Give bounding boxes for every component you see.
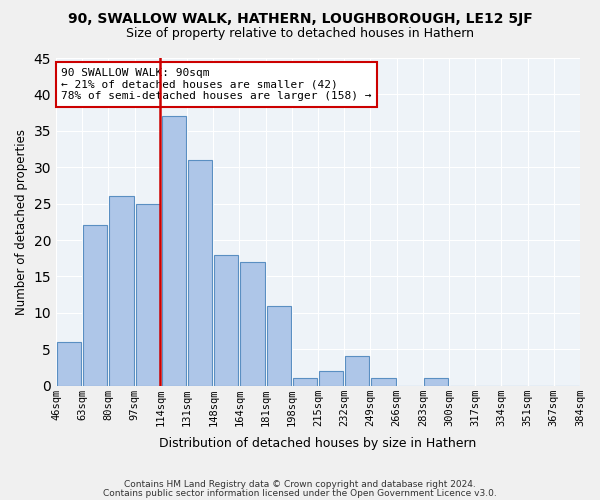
Text: Contains HM Land Registry data © Crown copyright and database right 2024.: Contains HM Land Registry data © Crown c… xyxy=(124,480,476,489)
Bar xyxy=(241,262,265,386)
Text: Contains public sector information licensed under the Open Government Licence v3: Contains public sector information licen… xyxy=(103,488,497,498)
Bar xyxy=(371,378,395,386)
Bar xyxy=(109,196,134,386)
Bar xyxy=(345,356,370,386)
Bar xyxy=(83,226,107,386)
Bar xyxy=(319,371,343,386)
Text: 90 SWALLOW WALK: 90sqm
← 21% of detached houses are smaller (42)
78% of semi-det: 90 SWALLOW WALK: 90sqm ← 21% of detached… xyxy=(61,68,372,101)
Text: Size of property relative to detached houses in Hathern: Size of property relative to detached ho… xyxy=(126,28,474,40)
Text: 90, SWALLOW WALK, HATHERN, LOUGHBOROUGH, LE12 5JF: 90, SWALLOW WALK, HATHERN, LOUGHBOROUGH,… xyxy=(68,12,532,26)
X-axis label: Distribution of detached houses by size in Hathern: Distribution of detached houses by size … xyxy=(160,437,476,450)
Bar xyxy=(162,116,186,386)
Bar xyxy=(293,378,317,386)
Bar xyxy=(266,306,291,386)
Bar xyxy=(136,204,160,386)
Bar xyxy=(188,160,212,386)
Bar xyxy=(424,378,448,386)
Bar xyxy=(57,342,81,386)
Y-axis label: Number of detached properties: Number of detached properties xyxy=(15,129,28,315)
Bar xyxy=(214,254,238,386)
